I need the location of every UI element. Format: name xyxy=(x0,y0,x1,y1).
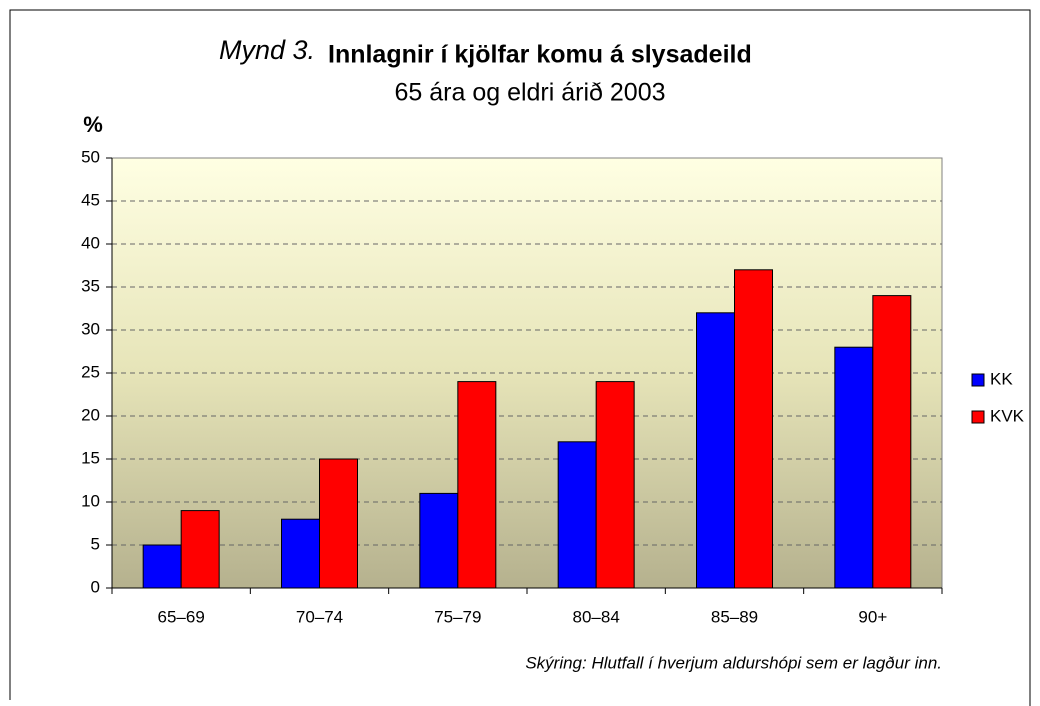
bar xyxy=(419,492,459,589)
y-tick-label: 5 xyxy=(91,534,100,553)
x-tick-label: 90+ xyxy=(858,607,887,626)
y-tick-label: 20 xyxy=(81,405,100,424)
bar xyxy=(180,510,220,589)
legend-label: KK xyxy=(990,369,1013,388)
x-tick-label: 70–74 xyxy=(296,607,343,626)
bar xyxy=(734,269,773,589)
bar xyxy=(557,441,597,589)
legend-swatch xyxy=(971,410,985,424)
bar xyxy=(696,312,735,589)
y-tick-label: 40 xyxy=(81,233,100,252)
bar xyxy=(142,544,182,589)
frame xyxy=(9,9,1031,706)
y-tick-label: 45 xyxy=(81,190,100,209)
bar xyxy=(319,458,358,589)
note: Skýring: Hlutfall í hverjum aldurshópi s… xyxy=(525,653,942,672)
x-tick-label: 80–84 xyxy=(573,607,620,626)
legend-label: KVK xyxy=(990,406,1025,425)
chart-title: Innlagnir í kjölfar komu á slysadeild xyxy=(328,41,752,69)
bar xyxy=(595,381,635,589)
y-tick-label: 25 xyxy=(81,362,100,381)
y-axis-label: % xyxy=(83,112,103,137)
y-tick-label: 30 xyxy=(81,319,100,338)
x-tick-label: 65–69 xyxy=(158,607,205,626)
bar xyxy=(281,518,320,589)
y-tick-label: 10 xyxy=(81,491,100,510)
y-tick-label: 0 xyxy=(91,577,100,596)
subtitle: 65 ára og eldri árið 2003 xyxy=(394,79,665,107)
bar xyxy=(457,381,497,589)
bar xyxy=(872,295,912,589)
y-tick-label: 50 xyxy=(81,147,100,166)
legend-swatch xyxy=(971,373,985,387)
y-tick-label: 15 xyxy=(81,448,100,467)
title-prefix: Mynd 3. xyxy=(219,35,315,65)
x-tick-label: 85–89 xyxy=(711,607,758,626)
x-tick-label: 75–79 xyxy=(434,607,481,626)
bar xyxy=(834,346,874,589)
y-tick-label: 35 xyxy=(81,276,100,295)
